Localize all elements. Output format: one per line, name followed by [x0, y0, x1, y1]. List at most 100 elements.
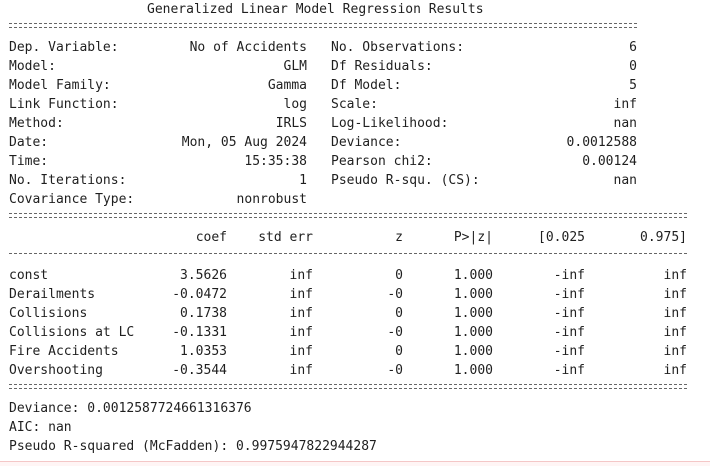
p-value: 1.000 [453, 344, 493, 359]
summary-right-label: Df Model: [331, 78, 402, 93]
variable-name: const [9, 268, 49, 283]
summary-left-value: nonrobust [236, 192, 307, 207]
summary-row: Time: 15:35:38 Pearson chi2: 0.00124 [9, 152, 699, 171]
summary-row: No. Iterations: 1 Pseudo R-squ. (CS): nan [9, 171, 699, 190]
table-row: Collisions 0.1738 inf 0 1.000 -inf inf [9, 304, 699, 323]
summary-right-label: Log-Likelihood: [331, 116, 449, 131]
summary-right-value: 5 [629, 78, 637, 93]
summary-right-label: Deviance: [331, 135, 402, 150]
dashed-divider [9, 247, 699, 266]
std-err-value: inf [289, 268, 313, 283]
summary-left-value: No of Accidents [189, 40, 307, 55]
summary-left-label: Model Family: [9, 78, 111, 93]
z-value: 0 [395, 268, 403, 283]
summary-right-label: Pseudo R-squ. (CS): [331, 173, 480, 188]
table-row: Overshooting -0.3544 inf -0 1.000 -inf inf [9, 361, 699, 380]
model-summary: Dep. Variable: No of Accidents No. Observa… [9, 38, 699, 209]
ci-upper-value: inf [663, 287, 687, 302]
p-value: 1.000 [453, 268, 493, 283]
summary-right-value: inf [613, 97, 637, 112]
summary-left-value: Gamma [267, 78, 307, 93]
z-value: -0 [387, 363, 403, 378]
summary-left-value: IRLS [275, 116, 307, 131]
std-err-value: inf [289, 306, 313, 321]
ci-upper-value: inf [663, 306, 687, 321]
summary-row: Date: Mon, 05 Aug 2024 Deviance: 0.0012588 [9, 133, 699, 152]
regression-output: Generalized Linear Model Regression Resu… [9, 0, 699, 456]
summary-row: Model Family: Gamma Df Model: 5 [9, 76, 699, 95]
summary-row: Link Function: log Scale: inf [9, 95, 699, 114]
variable-name: Fire Accidents [9, 344, 119, 359]
divider [9, 380, 699, 399]
summary-right-value: 0.00124 [582, 154, 637, 169]
coef-value: -0.0472 [172, 287, 227, 302]
table-row: Fire Accidents 1.0353 inf 0 1.000 -inf inf [9, 342, 699, 361]
divider [9, 19, 699, 38]
ci-lower-value: -inf [553, 287, 585, 302]
ci-lower-header: [0.025 [538, 230, 585, 245]
coef-value: 1.0353 [180, 344, 227, 359]
summary-right-label: Scale: [331, 97, 378, 112]
coef-value: -0.1331 [172, 325, 227, 340]
p-value-header: P>|z| [453, 230, 493, 245]
coef-header: coef [195, 230, 227, 245]
std-err-value: inf [289, 344, 313, 359]
z-value: 0 [395, 344, 403, 359]
summary-left-label: Link Function: [9, 97, 119, 112]
table-row: const 3.5626 inf 0 1.000 -inf inf [9, 266, 699, 285]
summary-left-value: 1 [299, 173, 307, 188]
output-bottom-border [0, 461, 710, 466]
summary-row: Model: GLM Df Residuals: 0 [9, 57, 699, 76]
z-header: z [395, 230, 403, 245]
ci-upper-value: inf [663, 325, 687, 340]
ci-upper-header: 0.975] [640, 230, 687, 245]
coef-header-row: coef std err z P>|z| [0.025 0.975] [9, 228, 699, 247]
summary-right-value: 6 [629, 40, 637, 55]
summary-left-label: Covariance Type: [9, 192, 135, 207]
std-err-value: inf [289, 287, 313, 302]
summary-left-label: Dep. Variable: [9, 40, 119, 55]
results-title: Generalized Linear Model Regression Resu… [147, 2, 484, 17]
coefficient-table: const 3.5626 inf 0 1.000 -inf inf Derailments -0… [9, 266, 699, 380]
divider [9, 209, 699, 228]
summary-right-value: nan [613, 173, 637, 188]
std-err-header: std err [258, 230, 313, 245]
summary-left-label: No. Iterations: [9, 173, 127, 188]
summary-left-label: Method: [9, 116, 64, 131]
ci-upper-value: inf [663, 363, 687, 378]
footer-line: Pseudo R-squared (McFadden): 0.997594782… [9, 439, 377, 454]
ci-upper-value: inf [663, 268, 687, 283]
table-row: Derailments -0.0472 inf -0 1.000 -inf inf [9, 285, 699, 304]
p-value: 1.000 [453, 287, 493, 302]
ci-lower-value: -inf [553, 268, 585, 283]
summary-row: Dep. Variable: No of Accidents No. Observa… [9, 38, 699, 57]
summary-row: Method: IRLS Log-Likelihood: nan [9, 114, 699, 133]
summary-left-value: 15:35:38 [244, 154, 307, 169]
variable-name: Overshooting [9, 363, 103, 378]
summary-left-value: GLM [283, 59, 307, 74]
z-value: -0 [387, 325, 403, 340]
variable-name: Collisions [9, 306, 88, 321]
z-value: 0 [395, 306, 403, 321]
std-err-value: inf [289, 363, 313, 378]
variable-name: Collisions at LC [9, 325, 135, 340]
footer-line: AIC: nan [9, 420, 72, 435]
summary-right-label: No. Observations: [331, 40, 465, 55]
summary-left-value: Mon, 05 Aug 2024 [181, 135, 307, 150]
summary-left-label: Date: [9, 135, 49, 150]
coef-value: 0.1738 [180, 306, 227, 321]
ci-lower-value: -inf [553, 363, 585, 378]
ci-lower-value: -inf [553, 306, 585, 321]
summary-right-value: 0 [629, 59, 637, 74]
summary-left-label: Time: [9, 154, 49, 169]
summary-right-label: Df Residuals: [331, 59, 433, 74]
variable-name: Derailments [9, 287, 96, 302]
footer-stats: Deviance: 0.0012587724661316376 AIC: nan P… [9, 399, 699, 456]
std-err-value: inf [289, 325, 313, 340]
ci-upper-value: inf [663, 344, 687, 359]
z-value: -0 [387, 287, 403, 302]
summary-right-value: 0.0012588 [566, 135, 637, 150]
coef-value: -0.3544 [172, 363, 227, 378]
summary-left-label: Model: [9, 59, 56, 74]
footer-line: Deviance: 0.0012587724661316376 [9, 401, 252, 416]
